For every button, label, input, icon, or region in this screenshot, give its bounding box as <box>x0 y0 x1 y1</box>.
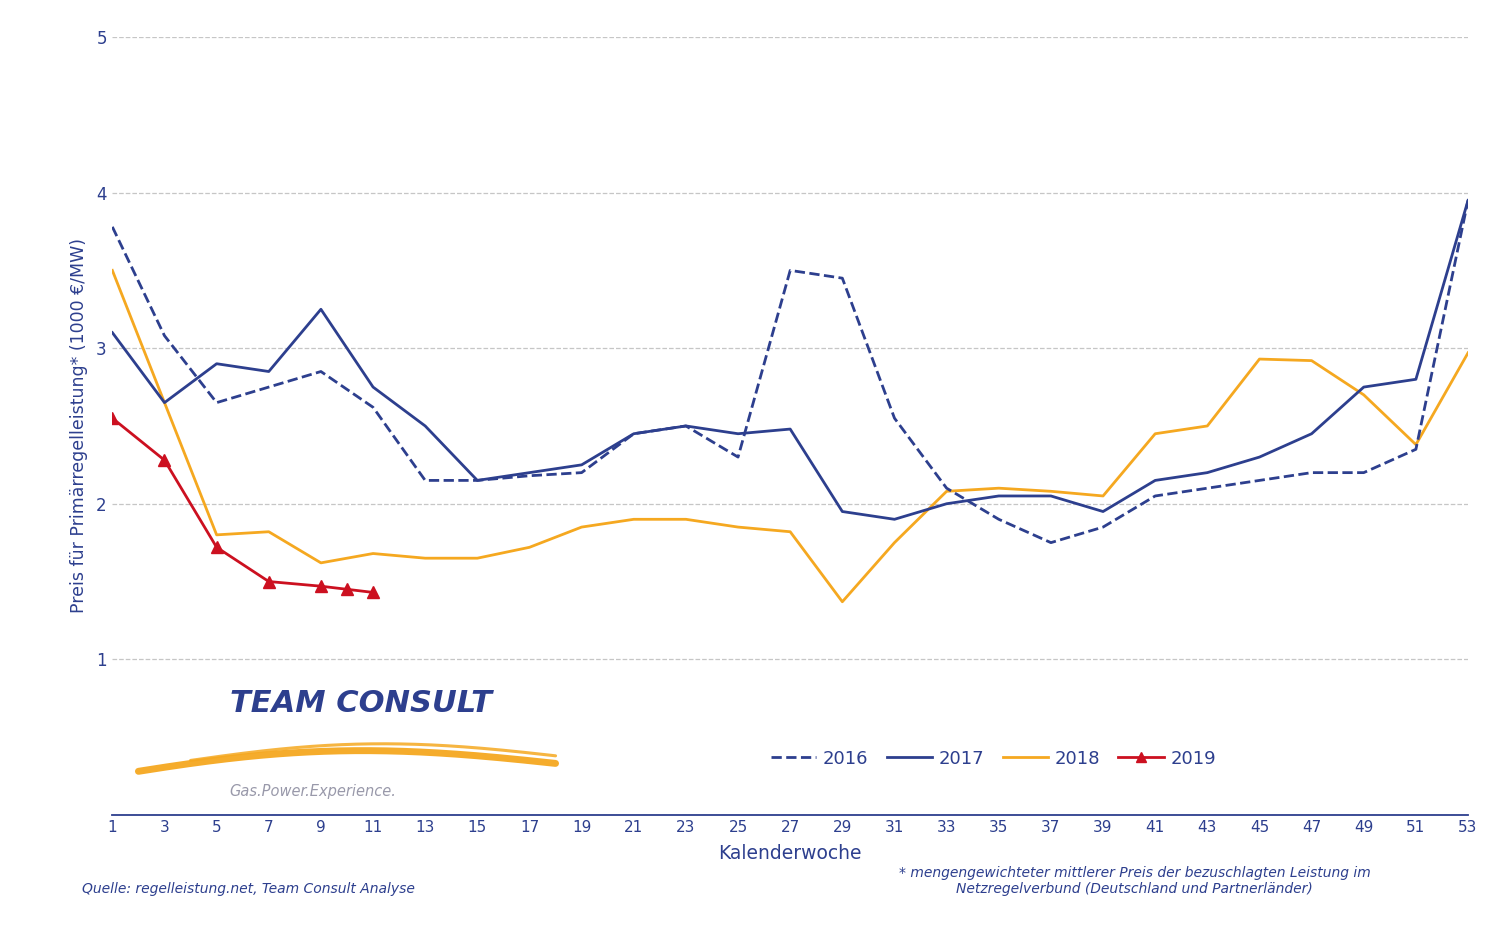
2017 <box>259 366 277 377</box>
2018 <box>677 514 695 525</box>
2016 <box>259 382 277 393</box>
2017 <box>156 397 174 408</box>
2016 <box>1354 467 1372 478</box>
2017 <box>885 514 903 525</box>
2018 <box>520 542 538 553</box>
2017 <box>833 506 851 517</box>
2016 <box>156 331 174 342</box>
2016 <box>885 413 903 424</box>
2016 <box>677 420 695 432</box>
2019 <box>364 587 382 598</box>
2017 <box>469 475 487 486</box>
2017 <box>572 459 590 470</box>
2018 <box>730 521 748 532</box>
2018 <box>572 521 590 532</box>
2018 <box>938 486 956 497</box>
2017 <box>1459 194 1477 206</box>
2016 <box>520 470 538 482</box>
2017 <box>208 358 226 369</box>
Line: 2019: 2019 <box>106 413 379 598</box>
2017 <box>1354 382 1372 393</box>
2018 <box>782 526 800 537</box>
2018 <box>156 397 174 408</box>
2017 <box>625 428 643 439</box>
X-axis label: Kalenderwoche: Kalenderwoche <box>719 844 861 863</box>
2018 <box>1251 354 1269 365</box>
2019 <box>259 576 277 587</box>
2016 <box>416 475 434 486</box>
2019 <box>103 413 121 424</box>
2018 <box>259 526 277 537</box>
2019 <box>312 581 330 592</box>
2017 <box>103 327 121 338</box>
2018 <box>208 530 226 541</box>
Y-axis label: Preis für Primärregelleistung* (1000 €/MW): Preis für Primärregelleistung* (1000 €/M… <box>70 239 88 613</box>
Line: 2018: 2018 <box>112 270 1468 602</box>
2019 <box>339 583 357 594</box>
2017 <box>782 423 800 434</box>
2017 <box>1407 374 1425 385</box>
2017 <box>990 491 1008 502</box>
Text: Quelle: regelleistung.net, Team Consult Analyse: Quelle: regelleistung.net, Team Consult … <box>82 882 415 896</box>
2018 <box>103 265 121 276</box>
2016 <box>572 467 590 478</box>
2017 <box>1094 506 1112 517</box>
2017 <box>520 467 538 478</box>
Text: Gas.Power.Experience.: Gas.Power.Experience. <box>229 784 397 799</box>
2017 <box>416 420 434 432</box>
2018 <box>1146 428 1164 439</box>
Text: TEAM CONSULT: TEAM CONSULT <box>229 690 491 719</box>
2016 <box>1459 194 1477 206</box>
2018 <box>625 514 643 525</box>
2018 <box>1459 347 1477 358</box>
2016 <box>782 265 800 276</box>
2016 <box>1407 444 1425 455</box>
2018 <box>1407 439 1425 450</box>
Line: 2016: 2016 <box>112 200 1468 543</box>
2016 <box>1043 537 1061 548</box>
2017 <box>1251 452 1269 463</box>
2018 <box>312 557 330 569</box>
2018 <box>469 553 487 564</box>
2019 <box>208 542 226 553</box>
2016 <box>1146 491 1164 502</box>
2016 <box>625 428 643 439</box>
2016 <box>103 221 121 232</box>
2019 <box>156 455 174 466</box>
2017 <box>364 382 382 393</box>
2018 <box>1043 486 1061 497</box>
2018 <box>1094 491 1112 502</box>
2018 <box>833 596 851 607</box>
2017 <box>312 304 330 315</box>
2018 <box>364 548 382 559</box>
2018 <box>990 482 1008 494</box>
2018 <box>416 553 434 564</box>
2017 <box>938 498 956 509</box>
2016 <box>469 475 487 486</box>
2017 <box>677 420 695 432</box>
2016 <box>1198 482 1216 494</box>
2016 <box>938 482 956 494</box>
Line: 2017: 2017 <box>112 200 1468 519</box>
2016 <box>1303 467 1321 478</box>
2016 <box>312 366 330 377</box>
2017 <box>1303 428 1321 439</box>
2018 <box>1303 355 1321 366</box>
2016 <box>1251 475 1269 486</box>
2018 <box>885 537 903 548</box>
2016 <box>730 452 748 463</box>
Text: * mengengewichteter mittlerer Preis der bezuschlagten Leistung im
Netzregelverbu: * mengengewichteter mittlerer Preis der … <box>899 866 1371 896</box>
2018 <box>1198 420 1216 432</box>
2016 <box>364 402 382 413</box>
2017 <box>730 428 748 439</box>
2016 <box>833 272 851 283</box>
2017 <box>1146 475 1164 486</box>
2016 <box>208 397 226 408</box>
Legend: 2016, 2017, 2018, 2019: 2016, 2017, 2018, 2019 <box>764 743 1224 775</box>
2017 <box>1043 491 1061 502</box>
2016 <box>990 514 1008 525</box>
2016 <box>1094 521 1112 532</box>
2017 <box>1198 467 1216 478</box>
2018 <box>1354 389 1372 400</box>
